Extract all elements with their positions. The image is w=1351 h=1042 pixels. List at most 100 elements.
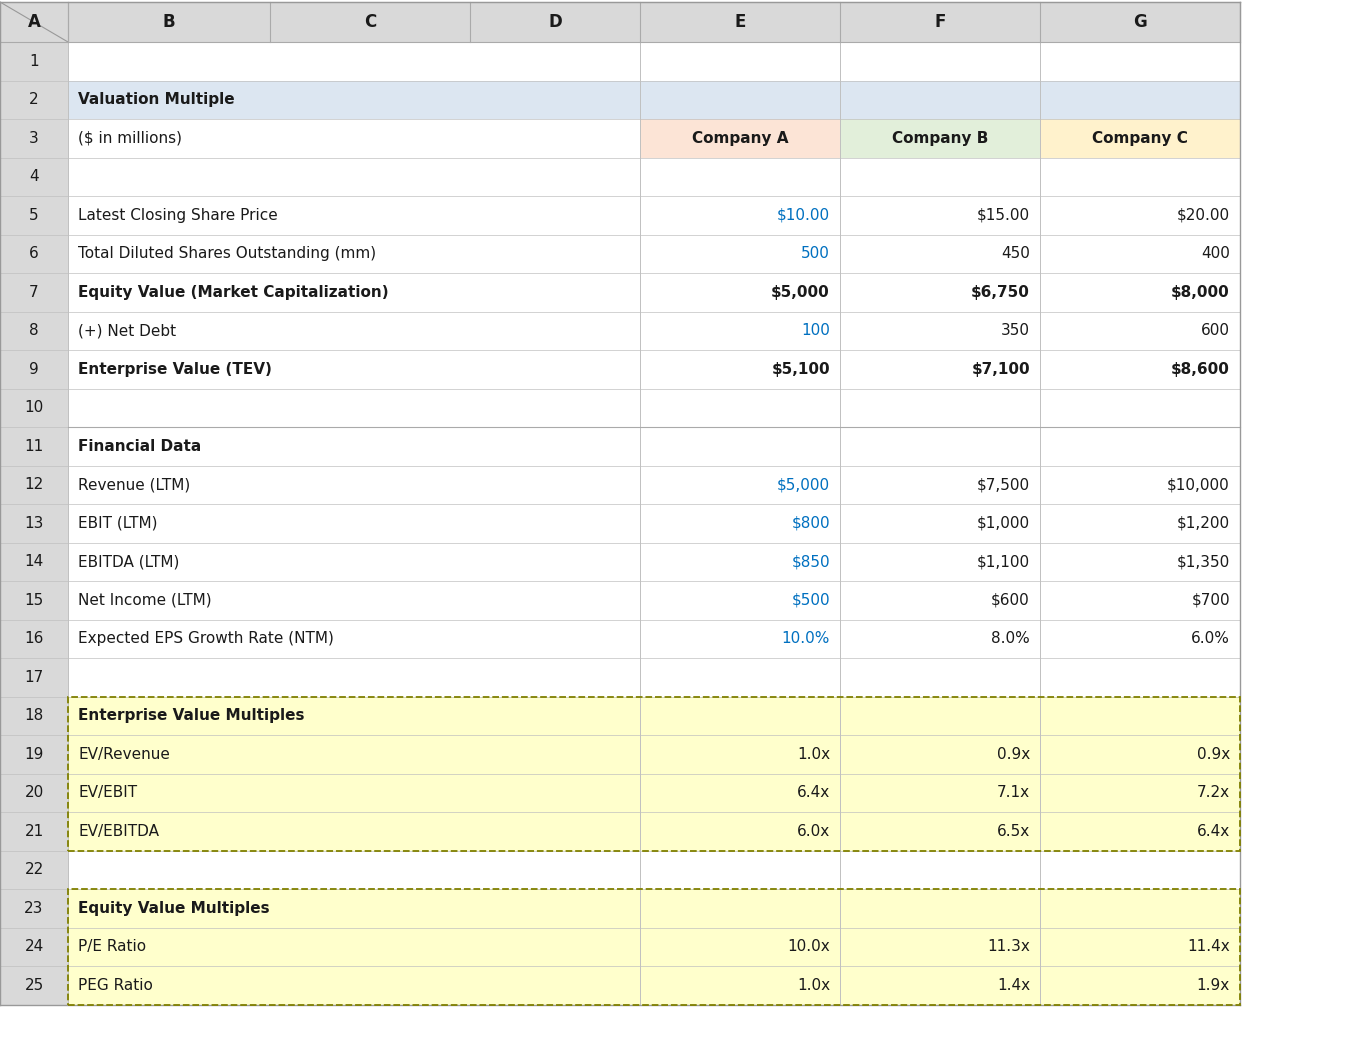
Text: 7: 7 (30, 284, 39, 300)
Bar (0, 620, 1240, 658)
Text: 10: 10 (24, 400, 43, 416)
Text: 350: 350 (1001, 323, 1029, 339)
Text: EBITDA (LTM): EBITDA (LTM) (78, 554, 180, 569)
Bar (0, 196, 1240, 234)
Text: 400: 400 (1201, 246, 1229, 262)
Bar (0, 466, 1240, 504)
Bar (1040, 119, 1240, 157)
Text: $7,500: $7,500 (977, 477, 1029, 492)
Text: 13: 13 (24, 516, 43, 530)
Bar (0, 735, 68, 773)
Bar (0, 581, 1240, 620)
Bar (0, 157, 68, 196)
Bar (0, 696, 68, 735)
Text: 10.0x: 10.0x (788, 939, 830, 954)
Text: $7,100: $7,100 (971, 362, 1029, 377)
Text: $5,000: $5,000 (777, 477, 830, 492)
Bar (0, 80, 1240, 119)
Text: Company C: Company C (1092, 130, 1188, 146)
Bar (0, 273, 68, 312)
Text: 6.0x: 6.0x (797, 824, 830, 839)
Bar (0, 427, 68, 466)
Text: EBIT (LTM): EBIT (LTM) (78, 516, 158, 530)
Text: $700: $700 (1192, 593, 1229, 607)
Bar (0, 581, 68, 620)
Text: 5: 5 (30, 207, 39, 223)
Text: $850: $850 (792, 554, 830, 569)
Bar (0, 119, 640, 157)
Bar (0, 312, 68, 350)
Bar (0, 466, 68, 504)
Text: 0.9x: 0.9x (1197, 747, 1229, 762)
Text: $6,750: $6,750 (971, 284, 1029, 300)
Text: Equity Value Multiples: Equity Value Multiples (78, 900, 270, 916)
Bar (0, 42, 1240, 80)
Bar (0, 812, 68, 850)
Text: Equity Value (Market Capitalization): Equity Value (Market Capitalization) (78, 284, 389, 300)
Bar (0, 889, 1240, 927)
Bar (0, 927, 1240, 966)
Text: 450: 450 (1001, 246, 1029, 262)
Text: EV/EBIT: EV/EBIT (78, 786, 136, 800)
Text: 19: 19 (24, 747, 43, 762)
Text: 2: 2 (30, 93, 39, 107)
Text: Expected EPS Growth Rate (NTM): Expected EPS Growth Rate (NTM) (78, 631, 334, 646)
Text: Financial Data: Financial Data (78, 439, 201, 453)
Bar (0, 850, 1240, 889)
Bar (0, 850, 68, 889)
Text: 500: 500 (801, 246, 830, 262)
Text: $15.00: $15.00 (977, 207, 1029, 223)
Text: Valuation Multiple: Valuation Multiple (78, 93, 235, 107)
Text: 9: 9 (30, 362, 39, 377)
Bar (0, 927, 68, 966)
Text: ($ in millions): ($ in millions) (78, 130, 182, 146)
Text: 24: 24 (24, 939, 43, 954)
Text: Enterprise Value Multiples: Enterprise Value Multiples (78, 709, 304, 723)
Text: $1,000: $1,000 (977, 516, 1029, 530)
Bar (0, 389, 1240, 427)
Bar (0, 966, 68, 1004)
Text: Latest Closing Share Price: Latest Closing Share Price (78, 207, 278, 223)
Text: $8,600: $8,600 (1171, 362, 1229, 377)
Text: 6.4x: 6.4x (1197, 824, 1229, 839)
Text: (+) Net Debt: (+) Net Debt (78, 323, 176, 339)
Text: $1,100: $1,100 (977, 554, 1029, 569)
Text: Revenue (LTM): Revenue (LTM) (78, 477, 190, 492)
Bar (0, 234, 68, 273)
Text: $600: $600 (992, 593, 1029, 607)
Text: 20: 20 (24, 786, 43, 800)
Text: D: D (549, 13, 562, 31)
Bar (0, 620, 68, 658)
Text: 600: 600 (1201, 323, 1229, 339)
Text: 18: 18 (24, 709, 43, 723)
Bar (0, 658, 1240, 696)
Text: 22: 22 (24, 862, 43, 877)
Text: 16: 16 (24, 631, 43, 646)
Text: $10.00: $10.00 (777, 207, 830, 223)
Text: 11.3x: 11.3x (988, 939, 1029, 954)
Bar (0, 42, 68, 80)
Text: EV/EBITDA: EV/EBITDA (78, 824, 159, 839)
Text: 6.0%: 6.0% (1192, 631, 1229, 646)
Bar (0, 543, 68, 581)
Bar (0, 889, 68, 927)
Text: 1.9x: 1.9x (1197, 977, 1229, 993)
Bar (0, 427, 1240, 466)
Text: 6.5x: 6.5x (997, 824, 1029, 839)
Text: $1,350: $1,350 (1177, 554, 1229, 569)
Bar (0, 812, 1240, 850)
Text: 6: 6 (30, 246, 39, 262)
Text: $800: $800 (792, 516, 830, 530)
Bar (0, 966, 1240, 1004)
Bar (0, 350, 68, 389)
Text: 3: 3 (30, 130, 39, 146)
Text: A: A (27, 13, 41, 31)
Text: 7.2x: 7.2x (1197, 786, 1229, 800)
Text: 1.4x: 1.4x (997, 977, 1029, 993)
Text: $5,000: $5,000 (771, 284, 830, 300)
Bar (0, 196, 68, 234)
Bar (0, 389, 68, 427)
Bar (640, 119, 840, 157)
Text: 10.0%: 10.0% (782, 631, 830, 646)
Text: 15: 15 (24, 593, 43, 607)
